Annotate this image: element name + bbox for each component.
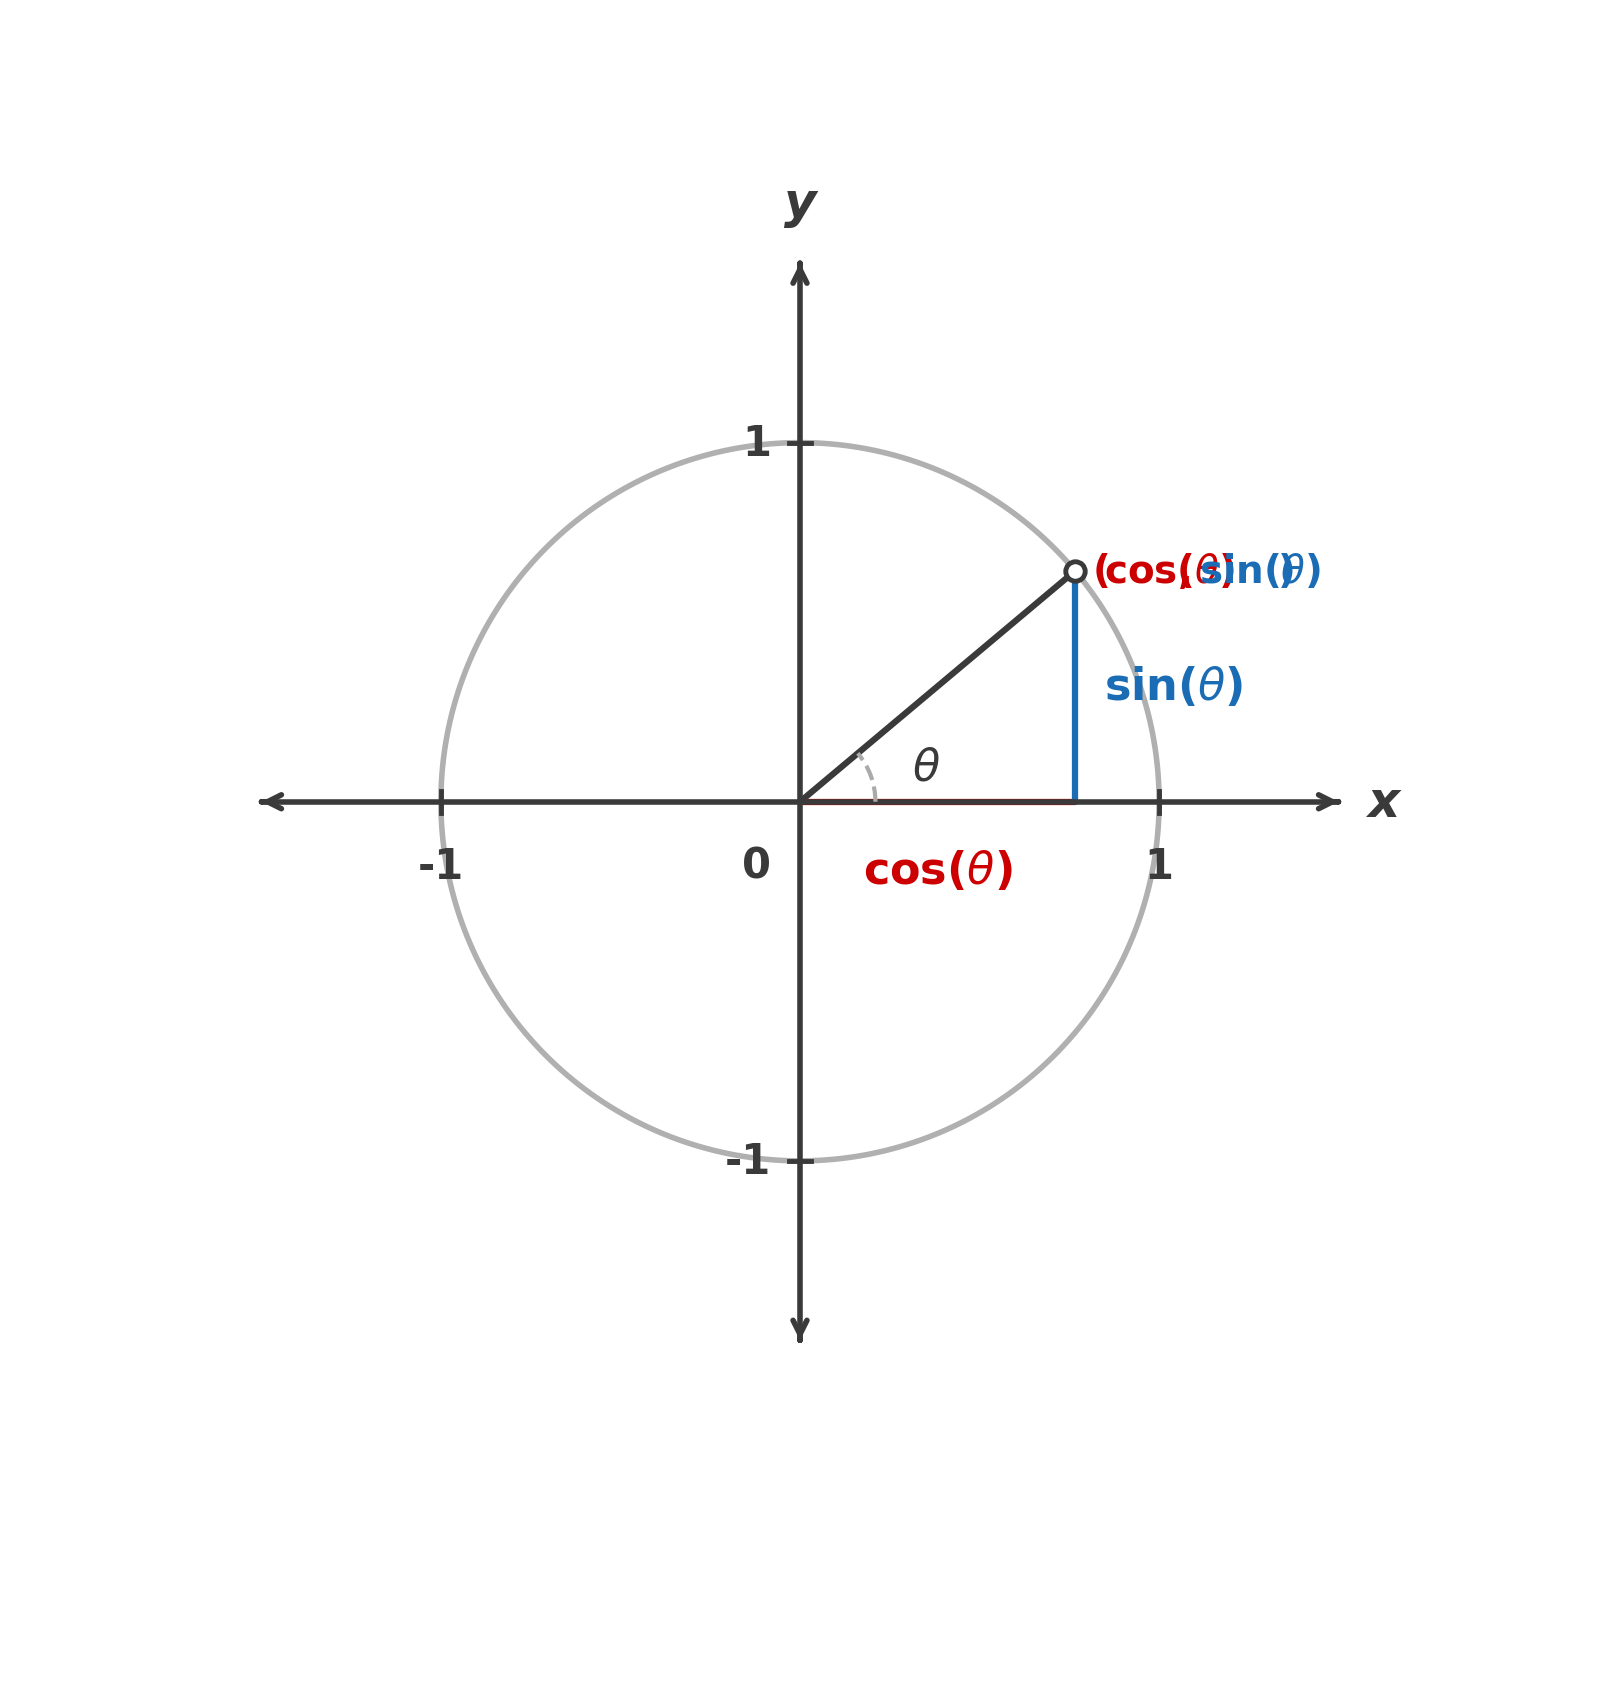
Text: ,: , (1178, 552, 1192, 591)
Text: dreamstime.com: dreamstime.com (32, 1621, 243, 1647)
Text: cos($\theta$): cos($\theta$) (1104, 552, 1235, 591)
Text: sin($\theta$): sin($\theta$) (1104, 665, 1243, 709)
Text: -1: -1 (418, 844, 464, 887)
Text: 0: 0 (742, 844, 771, 887)
Text: 1: 1 (742, 422, 771, 464)
Text: (: ( (1093, 552, 1110, 591)
Text: y: y (784, 181, 816, 228)
Text: ): ) (1278, 552, 1296, 591)
Text: cos($\theta$): cos($\theta$) (862, 850, 1013, 893)
Text: sin($\theta$): sin($\theta$) (1198, 552, 1322, 591)
Text: x: x (1368, 779, 1400, 826)
Text: 180155039 © VectorMine: 180155039 © VectorMine (1245, 1621, 1568, 1647)
Text: -1: -1 (725, 1140, 771, 1182)
Text: 1: 1 (1144, 844, 1174, 887)
Text: $\theta$: $\theta$ (912, 747, 941, 789)
